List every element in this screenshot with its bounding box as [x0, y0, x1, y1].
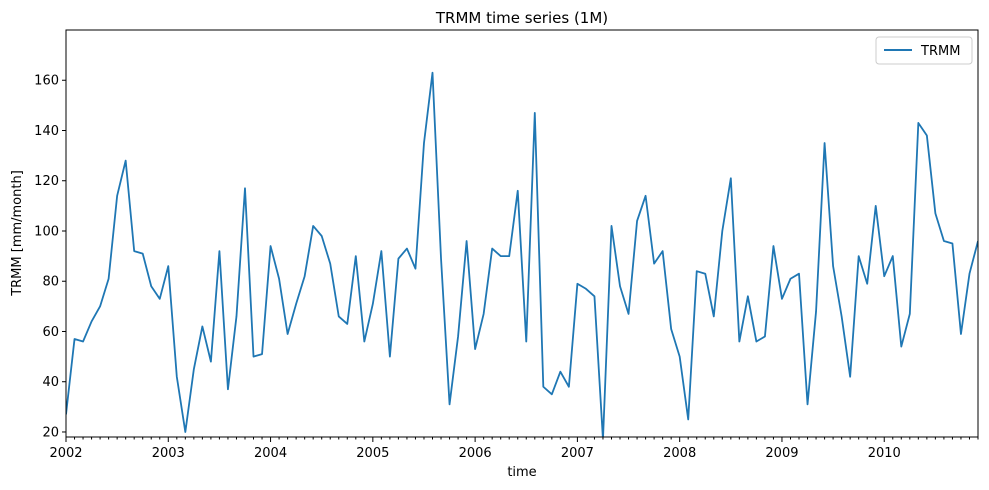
- axes: 20 40 60 80 100 120 140 160 2002 2003 2004 2005 2006…: [34, 74, 979, 461]
- plot-frame: [65, 29, 979, 438]
- x-tick-label: 2006: [459, 446, 492, 461]
- y-tick-label: 160: [34, 74, 59, 89]
- y-tick-label: 100: [34, 224, 59, 239]
- y-axis-label: TRMM [mm/month]: [10, 170, 25, 297]
- legend-label: TRMM: [920, 44, 960, 59]
- x-tick-label: 2007: [561, 446, 594, 461]
- series-line-trmm: [66, 71, 978, 437]
- x-axis-label: time: [507, 465, 536, 480]
- legend: TRMM: [875, 36, 973, 65]
- x-tick-label: 2010: [868, 446, 901, 461]
- x-tick-label: 2009: [765, 446, 798, 461]
- chart-title: TRMM time series (1M): [435, 9, 608, 27]
- y-tick-label: 40: [42, 375, 59, 390]
- x-tick-label: 2003: [152, 446, 185, 461]
- y-tick-label: 80: [42, 275, 59, 290]
- plot-area: [66, 71, 978, 437]
- y-tick-label: 20: [42, 425, 59, 440]
- x-tick-label: 2004: [254, 446, 287, 461]
- legend-box: [875, 36, 973, 65]
- y-tick-label: 140: [34, 124, 59, 139]
- x-tick-label: 2002: [49, 446, 82, 461]
- x-tick-label: 2008: [663, 446, 696, 461]
- y-tick-label: 120: [34, 174, 59, 189]
- y-tick-label: 60: [42, 325, 59, 340]
- x-tick-label: 2005: [356, 446, 389, 461]
